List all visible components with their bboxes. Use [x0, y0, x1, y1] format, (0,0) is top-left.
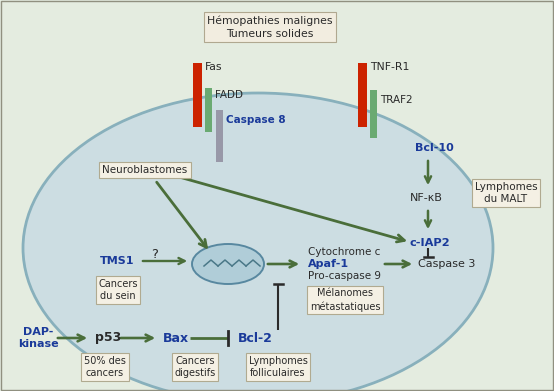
Text: Fas: Fas: [205, 62, 223, 72]
Text: Neuroblastomes: Neuroblastomes: [102, 165, 188, 175]
Text: TRAF2: TRAF2: [380, 95, 413, 105]
Text: Pro-caspase 9: Pro-caspase 9: [308, 271, 381, 281]
Ellipse shape: [192, 244, 264, 284]
Text: Lymphomes
du MALT: Lymphomes du MALT: [475, 181, 537, 204]
Text: Caspase 8: Caspase 8: [226, 115, 286, 125]
Text: Bax: Bax: [163, 332, 189, 344]
Text: Cancers
digestifs: Cancers digestifs: [175, 355, 216, 378]
Text: Caspase 3: Caspase 3: [418, 259, 475, 269]
Text: NF-κB: NF-κB: [410, 193, 443, 203]
Text: Lymphomes
folliculaires: Lymphomes folliculaires: [249, 355, 307, 378]
Text: ?: ?: [152, 248, 158, 260]
Bar: [205, 88, 212, 132]
Text: Bcl-10: Bcl-10: [415, 143, 454, 153]
Ellipse shape: [23, 93, 493, 391]
Text: Cytochrome c: Cytochrome c: [308, 247, 381, 257]
Bar: [358, 63, 367, 127]
Text: TMS1: TMS1: [100, 256, 135, 266]
Text: Apaf-1: Apaf-1: [308, 259, 349, 269]
Bar: [193, 63, 202, 127]
Bar: [370, 90, 377, 138]
Text: DAP-
kinase: DAP- kinase: [18, 327, 59, 349]
Text: Cancers
du sein: Cancers du sein: [98, 279, 138, 301]
Text: c-IAP2: c-IAP2: [409, 238, 450, 248]
Text: TNF-R1: TNF-R1: [370, 62, 409, 72]
Text: p53: p53: [95, 332, 121, 344]
Text: Mélanomes
métastatiques: Mélanomes métastatiques: [310, 288, 380, 312]
Text: FADD: FADD: [215, 90, 243, 100]
Text: Bcl-2: Bcl-2: [238, 332, 273, 344]
Bar: [216, 110, 223, 162]
Text: 50% des
cancers: 50% des cancers: [84, 355, 126, 378]
Text: Hémopathies malignes
Tumeurs solides: Hémopathies malignes Tumeurs solides: [207, 15, 333, 39]
